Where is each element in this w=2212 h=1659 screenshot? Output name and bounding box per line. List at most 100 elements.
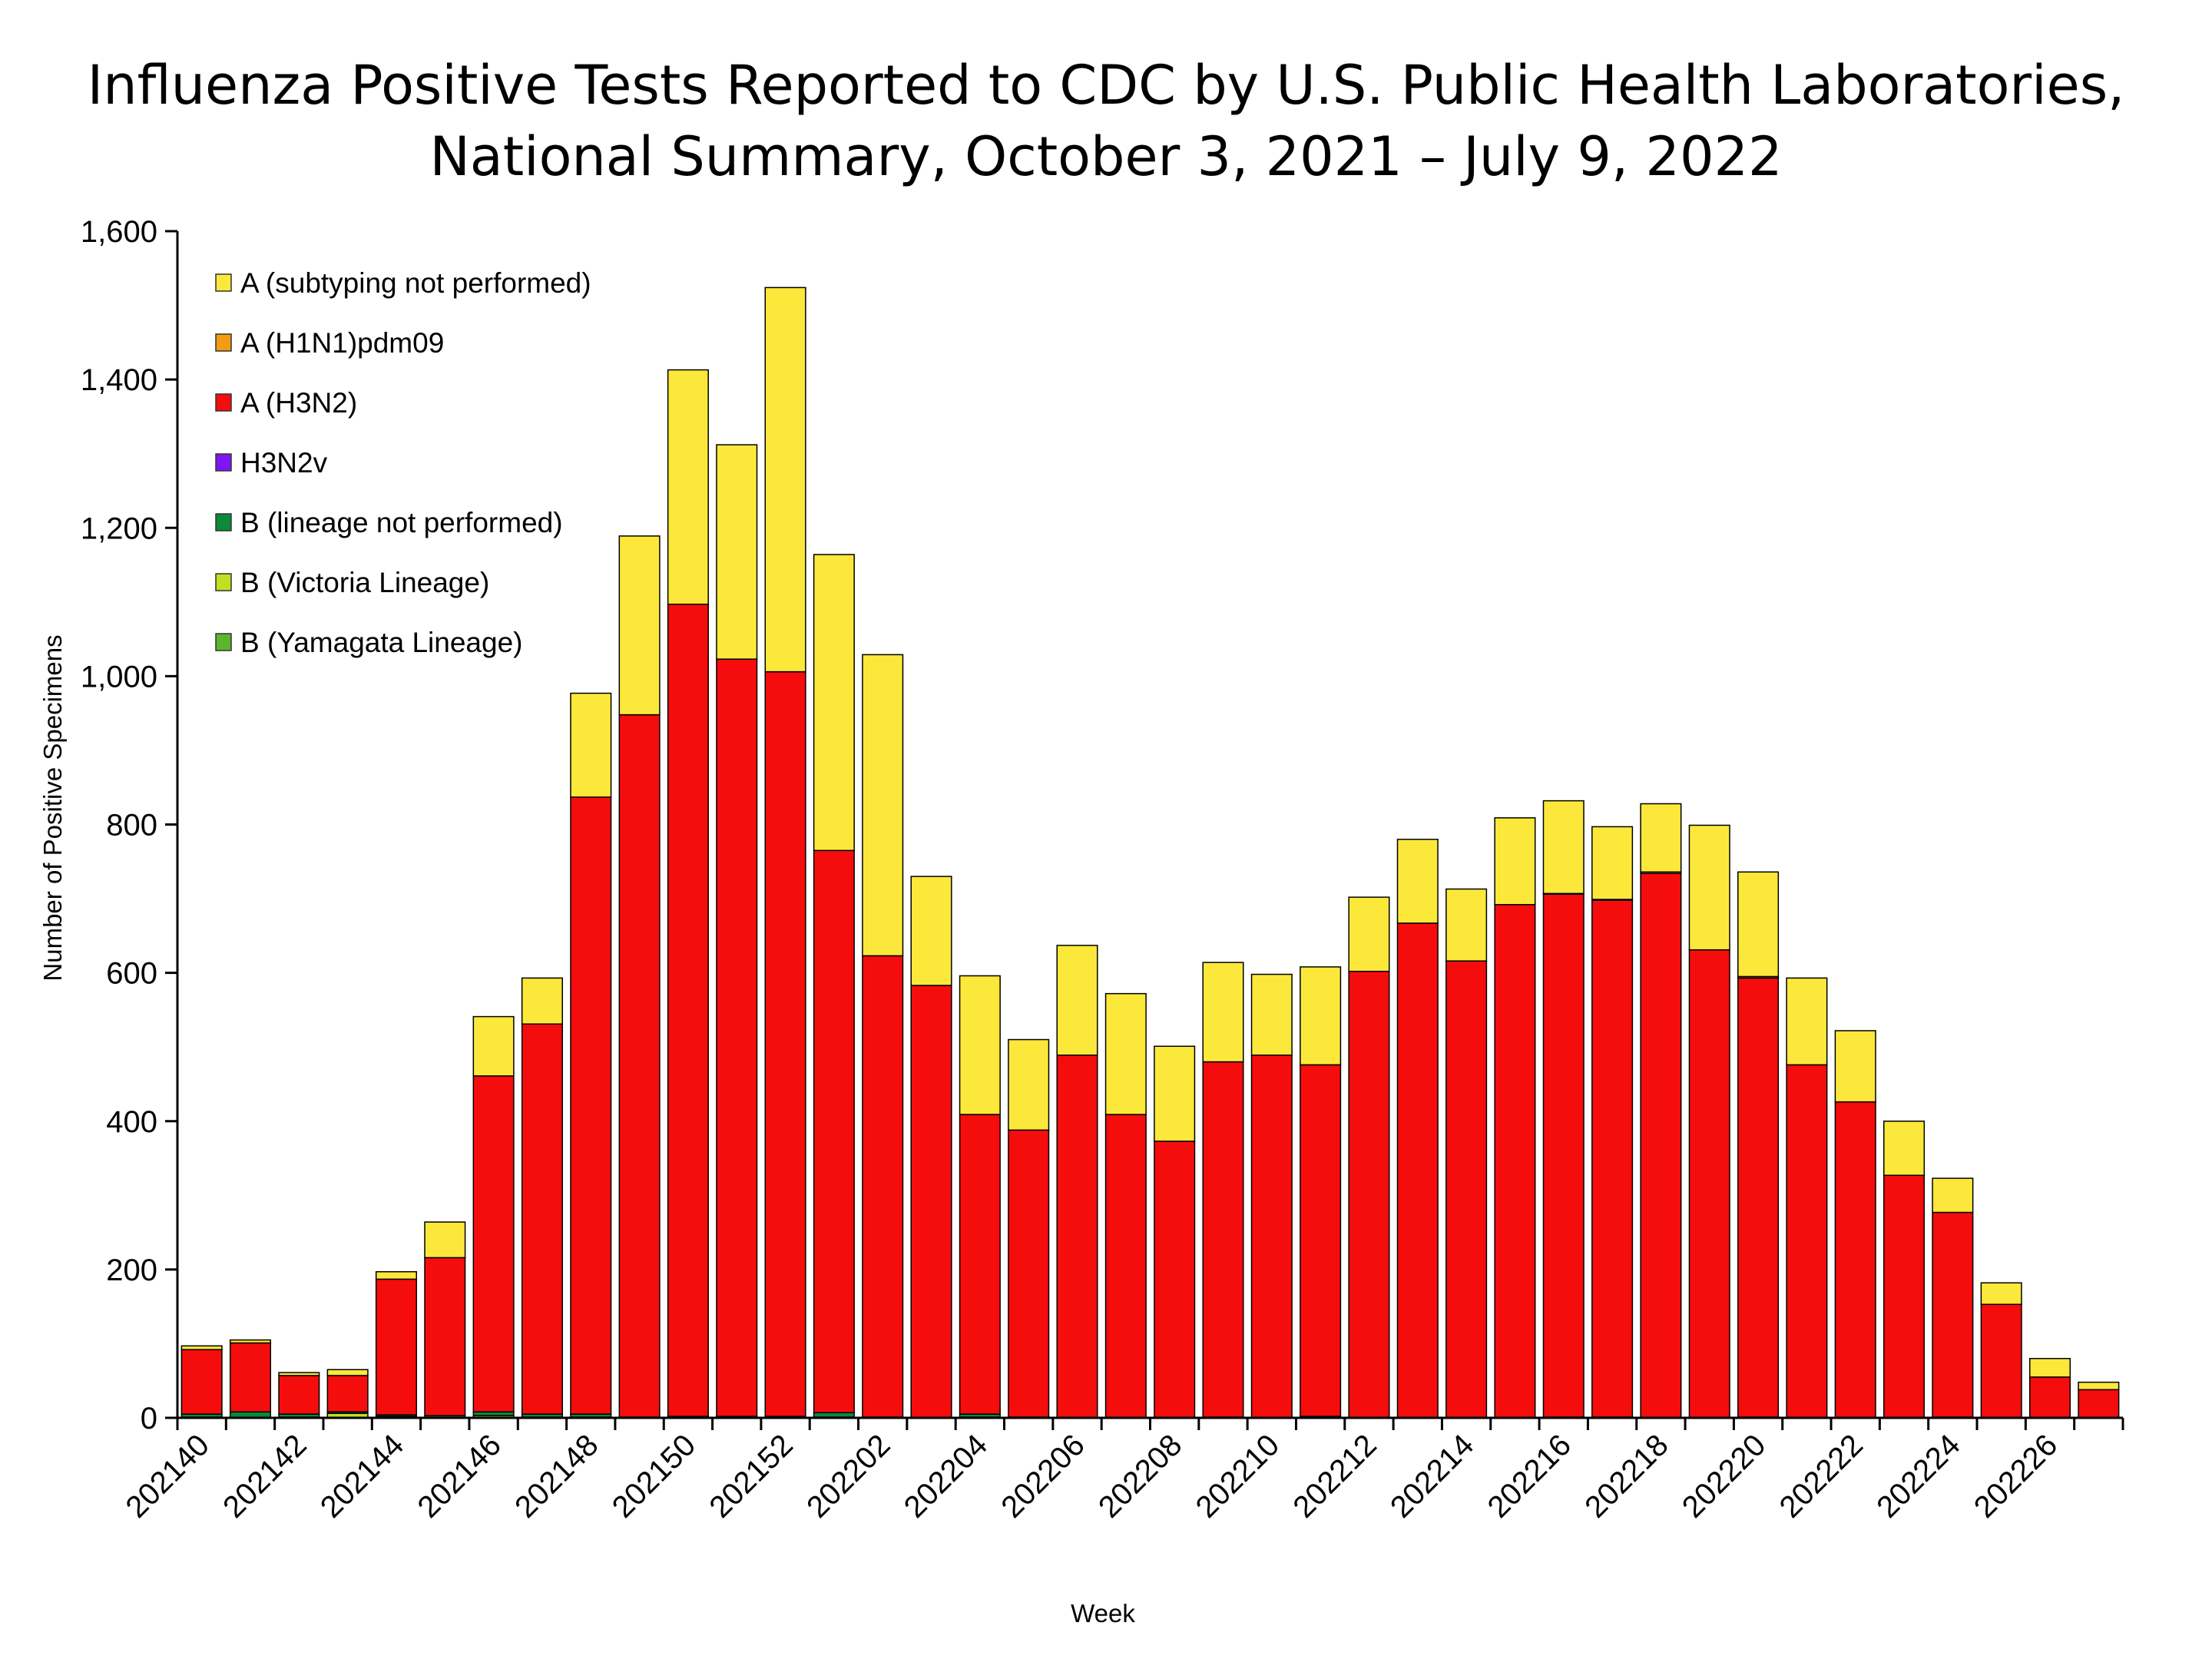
bar-segment-a-subtyping-not-performed- bbox=[1640, 803, 1682, 873]
bar-segment-a-subtyping-not-performed- bbox=[521, 977, 563, 1025]
bar-stack-202151 bbox=[716, 444, 758, 1419]
x-tick-label: 202214 bbox=[1384, 1428, 1481, 1525]
x-tick-label: 202152 bbox=[703, 1428, 800, 1525]
bar-segment-a-subtyping-not-performed- bbox=[1348, 896, 1390, 972]
legend-swatch bbox=[215, 453, 232, 472]
bar-segment-a-h3n2- bbox=[910, 985, 952, 1419]
bar-stack-202209 bbox=[1202, 962, 1244, 1419]
bar-segment-a-h3n2- bbox=[716, 658, 758, 1417]
bar-segment-a-h3n2- bbox=[570, 796, 612, 1415]
bar-stack-202218 bbox=[1640, 803, 1682, 1419]
bar-segment-a-subtyping-not-performed- bbox=[1396, 839, 1439, 924]
bar-segment-a-subtyping-not-performed- bbox=[1737, 871, 1780, 978]
bar-segment-a-subtyping-not-performed- bbox=[326, 1369, 369, 1376]
bar-stack-202144 bbox=[375, 1271, 417, 1419]
bar-segment-a-h3n2- bbox=[2028, 1376, 2071, 1419]
bar-segment-a-h3n2- bbox=[1154, 1141, 1196, 1419]
legend-swatch bbox=[215, 573, 232, 591]
bar-stack-202201 bbox=[813, 554, 855, 1419]
bar-segment-a-subtyping-not-performed- bbox=[764, 286, 806, 673]
x-tick-label: 202208 bbox=[1092, 1428, 1189, 1525]
bar-segment-a-subtyping-not-performed- bbox=[2028, 1358, 2071, 1378]
bar-segment-a-h3n2- bbox=[1056, 1055, 1098, 1419]
legend-swatch bbox=[215, 273, 232, 292]
bar-stack-202145 bbox=[424, 1221, 466, 1419]
bar-segment-a-subtyping-not-performed- bbox=[1300, 966, 1342, 1066]
bar-segment-a-h3n2- bbox=[424, 1257, 466, 1416]
bar-segment-a-subtyping-not-performed- bbox=[1154, 1045, 1196, 1142]
bar-segment-a-h3n2- bbox=[1591, 899, 1634, 1418]
bar-segment-a-subtyping-not-performed- bbox=[813, 554, 855, 852]
legend-label: B (Victoria Lineage) bbox=[240, 567, 489, 598]
bar-segment-a-subtyping-not-performed- bbox=[1591, 826, 1634, 900]
bar-segment-a-h3n2- bbox=[229, 1342, 272, 1413]
legend: A (subtyping not performed) A (H1N1)pdm09… bbox=[215, 267, 591, 658]
bar-segment-a-subtyping-not-performed- bbox=[180, 1345, 223, 1350]
bar-segment-a-h3n2- bbox=[1688, 949, 1730, 1419]
x-tick-label: 202150 bbox=[606, 1428, 703, 1525]
bar-segment-a-subtyping-not-performed- bbox=[1688, 824, 1730, 951]
bar-segment-a-h3n2- bbox=[862, 955, 904, 1418]
bar-stack-202212 bbox=[1348, 896, 1390, 1419]
y-tick-label: 1,600 bbox=[81, 215, 157, 249]
bar-segment-a-h3n2- bbox=[1250, 1055, 1293, 1419]
bar-stack-202211 bbox=[1300, 966, 1342, 1419]
bar-segment-a-h3n2- bbox=[764, 671, 806, 1417]
bar-segment-a-subtyping-not-performed- bbox=[1202, 962, 1244, 1063]
bar-segment-a-h3n2- bbox=[1834, 1101, 1876, 1419]
x-tick-label: 202142 bbox=[217, 1428, 313, 1525]
x-tick-label: 202148 bbox=[508, 1428, 605, 1525]
bar-stack-202141 bbox=[229, 1339, 272, 1419]
legend-item: A (H1N1)pdm09 bbox=[215, 327, 444, 359]
bar-segment-a-h3n2- bbox=[472, 1075, 515, 1413]
chart-title-line-2: National Summary, October 3, 2021 – July… bbox=[429, 125, 1782, 188]
bar-stack-202214 bbox=[1445, 888, 1488, 1419]
bar-segment-b-lineage-not-performed- bbox=[813, 1412, 855, 1418]
bar-segment-a-subtyping-not-performed- bbox=[1542, 800, 1584, 895]
y-tick-label: 800 bbox=[106, 809, 157, 843]
x-tick-label: 202212 bbox=[1286, 1428, 1383, 1525]
bar-stack-202208 bbox=[1154, 1045, 1196, 1419]
bar-segment-a-subtyping-not-performed- bbox=[229, 1339, 272, 1344]
bar-segment-a-subtyping-not-performed- bbox=[716, 444, 758, 660]
bar-segment-a-h3n2- bbox=[1932, 1211, 1974, 1418]
legend-label: A (H3N2) bbox=[240, 387, 357, 419]
legend-label: A (H1N1)pdm09 bbox=[240, 327, 444, 359]
y-tick-label: 400 bbox=[106, 1105, 157, 1139]
bar-segment-a-h3n2- bbox=[1980, 1303, 2022, 1419]
x-tick-label: 202222 bbox=[1773, 1428, 1870, 1525]
bar-stack-202219 bbox=[1688, 824, 1730, 1419]
legend-item: B (Yamagata Lineage) bbox=[215, 627, 523, 658]
bar-stack-202147 bbox=[521, 977, 563, 1419]
bar-segment-a-subtyping-not-performed- bbox=[1104, 992, 1147, 1115]
x-tick-label: 202210 bbox=[1190, 1428, 1286, 1525]
legend-label: B (lineage not performed) bbox=[240, 507, 563, 538]
x-tick-label: 202144 bbox=[314, 1428, 411, 1525]
bar-segment-a-h3n2- bbox=[1008, 1129, 1050, 1418]
bar-segment-a-subtyping-not-performed- bbox=[1056, 945, 1098, 1056]
bar-segment-a-subtyping-not-performed- bbox=[1786, 977, 1828, 1066]
bar-segment-a-h3n2- bbox=[618, 714, 661, 1418]
bar-stack-202202 bbox=[862, 654, 904, 1419]
bar-stack-202146 bbox=[472, 1015, 515, 1419]
bar-stack-202148 bbox=[570, 692, 612, 1419]
bar-segment-a-h3n2- bbox=[2078, 1389, 2120, 1419]
bar-segment-a-subtyping-not-performed- bbox=[667, 369, 709, 605]
bar-segment-a-subtyping-not-performed- bbox=[2078, 1381, 2120, 1391]
legend-swatch bbox=[215, 633, 232, 651]
y-axis-label: Number of Positive Specimens bbox=[38, 634, 67, 981]
y-tick-label: 1,400 bbox=[81, 363, 157, 397]
bar-stack-202216 bbox=[1542, 800, 1584, 1419]
bar-segment-a-h3n2- bbox=[1494, 904, 1536, 1419]
bar-stack-202215 bbox=[1494, 817, 1536, 1419]
bar-segment-a-subtyping-not-performed- bbox=[862, 654, 904, 957]
x-tick-label: 202140 bbox=[120, 1428, 217, 1525]
legend-swatch bbox=[215, 393, 232, 412]
bar-segment-a-h3n2- bbox=[326, 1375, 369, 1413]
x-axis-label: Week bbox=[1071, 1599, 1135, 1628]
legend-item: A (H3N2) bbox=[215, 387, 357, 419]
bar-stack-202152 bbox=[764, 286, 806, 1419]
bar-stack-202217 bbox=[1591, 826, 1634, 1419]
y-tick-label: 1,200 bbox=[81, 512, 157, 545]
legend-item: B (Victoria Lineage) bbox=[215, 567, 489, 598]
